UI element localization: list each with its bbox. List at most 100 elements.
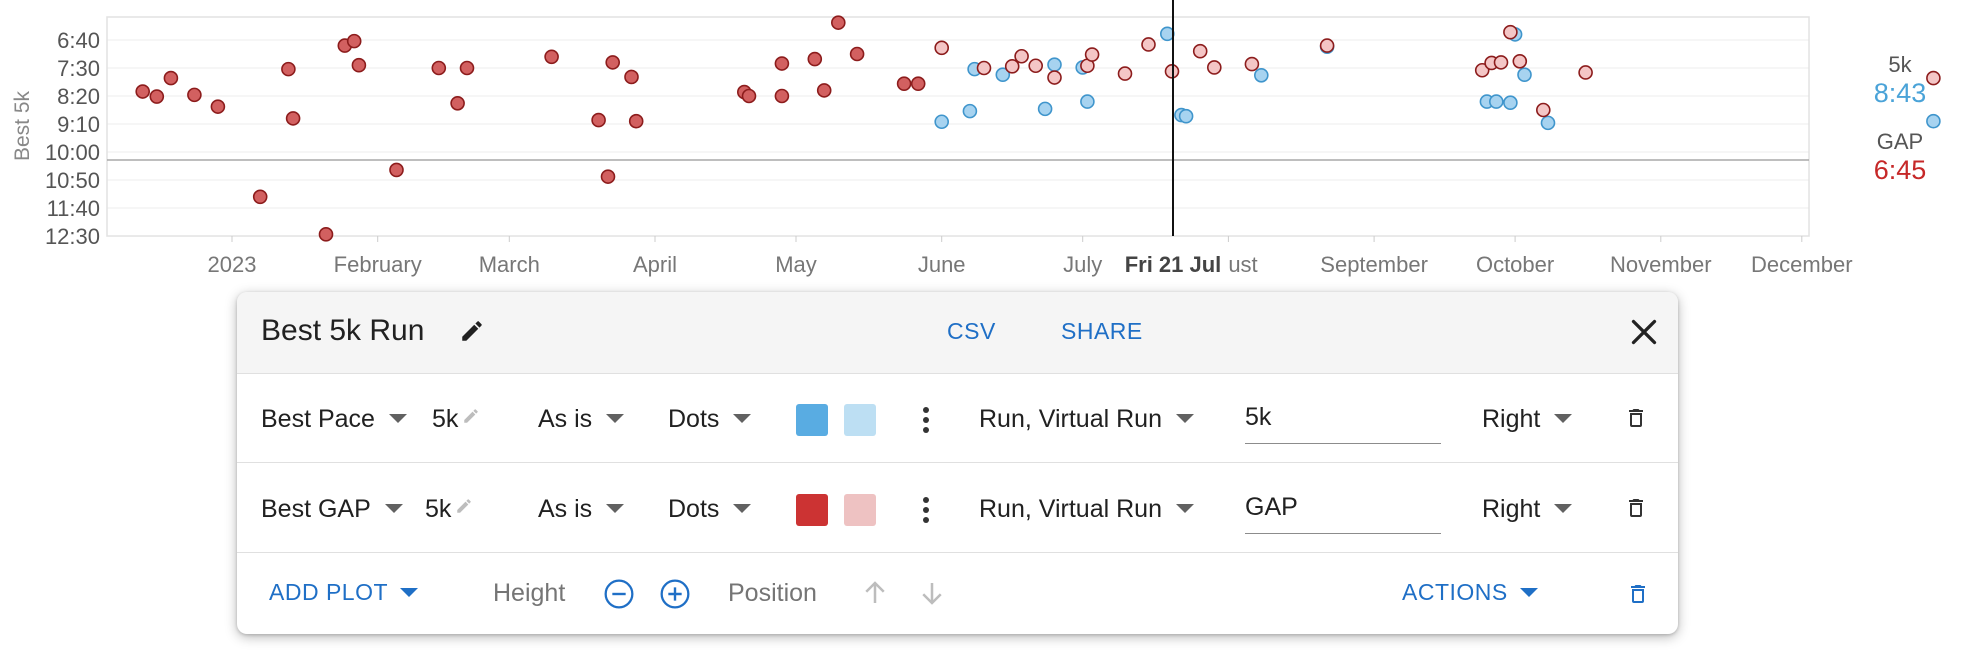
point-gap[interactable] xyxy=(1047,70,1062,85)
point-gap[interactable] xyxy=(600,169,616,184)
point-gap[interactable] xyxy=(896,76,912,91)
point-gap[interactable] xyxy=(774,88,790,104)
actions-button[interactable]: ACTIONS xyxy=(1402,579,1538,606)
point-gap[interactable] xyxy=(624,69,639,85)
point-gap[interactable] xyxy=(285,111,301,126)
point-gap[interactable] xyxy=(849,46,865,62)
metric-select[interactable]: Best Pace xyxy=(261,405,407,434)
axis-select[interactable]: Right xyxy=(1482,405,1573,434)
point-gap[interactable] xyxy=(252,189,268,205)
axis-select[interactable]: Right xyxy=(1482,495,1573,524)
point-gap[interactable] xyxy=(431,60,447,76)
point-gap[interactable] xyxy=(459,60,475,76)
arrow-down-icon[interactable] xyxy=(917,578,947,613)
delete-icon[interactable] xyxy=(1624,495,1648,526)
point-gap[interactable] xyxy=(774,56,790,71)
point-5k[interactable] xyxy=(1517,67,1532,83)
point-5k[interactable] xyxy=(1254,67,1269,83)
point-gap[interactable] xyxy=(149,89,165,104)
point-5k[interactable] xyxy=(1160,26,1175,42)
point-gap[interactable] xyxy=(816,83,832,98)
distance-edit-pencil-icon[interactable] xyxy=(462,407,480,430)
point-5k[interactable] xyxy=(1489,94,1504,109)
point-5k[interactable] xyxy=(934,114,950,130)
point-gap[interactable] xyxy=(210,99,226,114)
primary-color-swatch[interactable] xyxy=(796,494,828,526)
arrow-up-icon[interactable] xyxy=(860,578,890,613)
point-5k[interactable] xyxy=(1037,101,1053,117)
point-gap[interactable] xyxy=(1244,56,1260,72)
point-5k[interactable] xyxy=(1926,113,1941,129)
point-gap[interactable] xyxy=(187,87,202,103)
point-gap[interactable] xyxy=(1117,66,1133,81)
transform-select[interactable]: As is xyxy=(538,405,625,434)
point-gap[interactable] xyxy=(1141,37,1156,52)
more-options-icon[interactable] xyxy=(920,494,932,531)
point-gap[interactable] xyxy=(281,61,296,77)
point-gap[interactable] xyxy=(163,70,179,86)
point-gap[interactable] xyxy=(135,84,150,99)
point-gap[interactable] xyxy=(1014,48,1029,64)
point-gap[interactable] xyxy=(1192,43,1208,59)
point-5k[interactable] xyxy=(995,67,1011,83)
point-gap[interactable] xyxy=(807,51,823,67)
point-gap[interactable] xyxy=(389,162,404,178)
point-gap[interactable] xyxy=(1926,70,1941,86)
distance-edit-pencil-icon[interactable] xyxy=(455,497,473,520)
point-gap[interactable] xyxy=(605,55,621,70)
more-options-icon[interactable] xyxy=(920,404,932,441)
transform-select[interactable]: As is xyxy=(538,495,625,524)
edit-title-pencil-icon[interactable] xyxy=(459,318,485,349)
delete-icon[interactable] xyxy=(1624,405,1648,436)
csv-button[interactable]: CSV xyxy=(947,318,996,344)
point-gap[interactable] xyxy=(1207,60,1222,75)
point-gap[interactable] xyxy=(346,33,362,49)
add-plot-button[interactable]: ADD PLOT xyxy=(269,579,419,606)
point-gap[interactable] xyxy=(910,76,926,91)
point-gap[interactable] xyxy=(450,95,465,111)
point-gap[interactable] xyxy=(830,15,846,30)
point-gap[interactable] xyxy=(1503,24,1518,40)
close-icon[interactable] xyxy=(1626,314,1662,355)
point-5k[interactable] xyxy=(1080,94,1095,109)
point-gap[interactable] xyxy=(591,112,606,128)
distance-field[interactable]: 5k xyxy=(425,495,451,524)
series-label-input[interactable]: 5k xyxy=(1245,397,1441,444)
point-gap[interactable] xyxy=(544,49,559,65)
point-gap[interactable] xyxy=(628,113,644,129)
decrease-height-icon[interactable] xyxy=(603,578,635,615)
point-gap[interactable] xyxy=(1319,38,1335,53)
secondary-color-swatch[interactable] xyxy=(844,494,876,526)
series-label-input[interactable]: GAP xyxy=(1245,487,1441,534)
point-gap[interactable] xyxy=(1084,47,1100,62)
increase-height-icon[interactable] xyxy=(659,578,691,615)
point-gap[interactable] xyxy=(1474,62,1490,78)
primary-color-swatch[interactable] xyxy=(796,404,828,436)
share-button[interactable]: SHARE xyxy=(1061,318,1143,344)
point-gap[interactable] xyxy=(741,88,757,104)
point-5k[interactable] xyxy=(1178,108,1194,124)
point-gap[interactable] xyxy=(318,227,334,242)
point-gap[interactable] xyxy=(1536,102,1551,118)
point-5k[interactable] xyxy=(1503,95,1518,111)
distance-field[interactable]: 5k xyxy=(432,405,458,434)
point-gap[interactable] xyxy=(1512,53,1528,69)
secondary-color-swatch[interactable] xyxy=(844,404,876,436)
point-gap[interactable] xyxy=(1004,59,1020,74)
pace-chart[interactable]: Best 5k 6:40 7:30 8:20 9:10 10:00 10:50 11:40 1… xyxy=(0,0,1982,290)
point-gap[interactable] xyxy=(976,60,992,76)
activity-type-select[interactable]: Run, Virtual Run xyxy=(979,495,1194,524)
point-gap[interactable] xyxy=(351,57,367,73)
delete-all-icon[interactable] xyxy=(1626,581,1650,612)
point-5k[interactable] xyxy=(962,103,978,119)
point-gap[interactable] xyxy=(934,40,950,56)
activity-type-select[interactable]: Run, Virtual Run xyxy=(979,405,1194,434)
style-select[interactable]: Dots xyxy=(668,495,752,524)
point-gap[interactable] xyxy=(1028,58,1043,74)
style-select[interactable]: Dots xyxy=(668,405,752,434)
point-5k[interactable] xyxy=(1047,57,1062,72)
metric-select[interactable]: Best GAP xyxy=(261,495,403,524)
point-gap[interactable] xyxy=(1493,55,1509,70)
point-gap[interactable] xyxy=(1578,65,1593,80)
point-5k[interactable] xyxy=(1540,115,1556,131)
